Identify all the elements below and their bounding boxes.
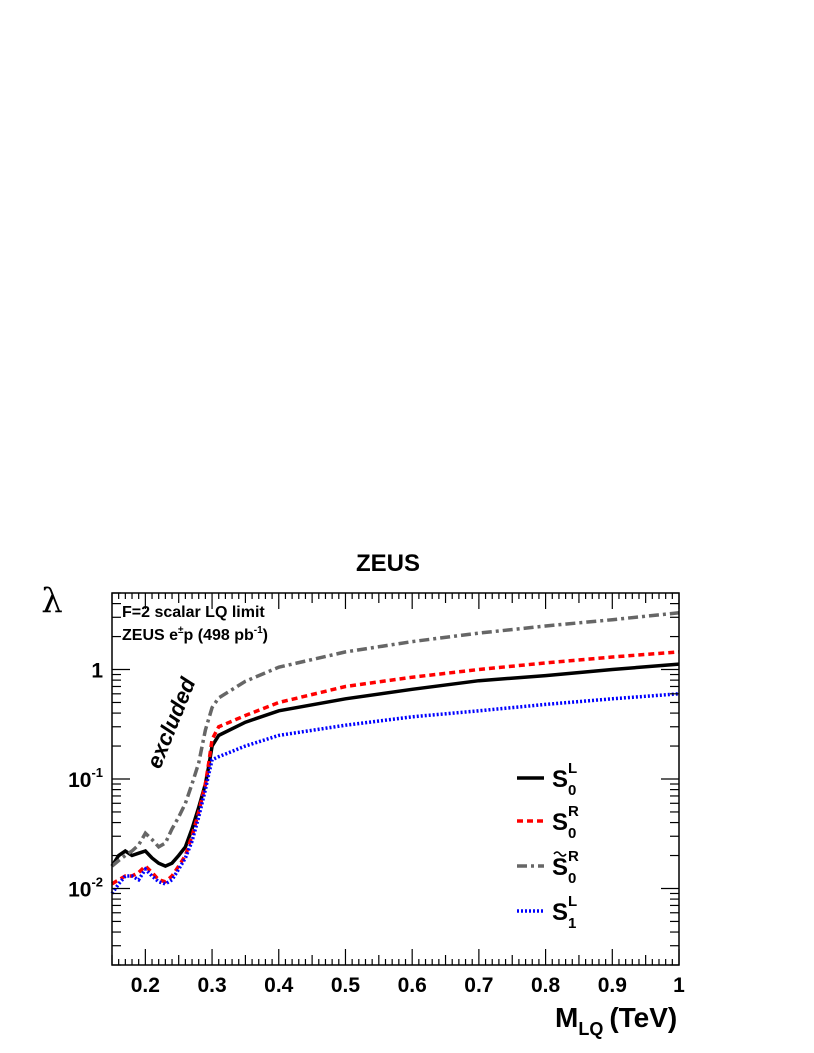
legend-label: S — [552, 766, 568, 793]
x-axis-ticks: 0.2 0.3 0.4 0.5 0.6 0.7 0.8 0.9 1 — [111, 593, 685, 997]
legend-label: S — [552, 809, 568, 836]
annotation-limit-type: F=2 scalar LQ limit — [122, 604, 265, 621]
series-line-1 — [110, 662, 680, 869]
series-line-2 — [111, 650, 680, 886]
legend-label-superscript: R — [568, 848, 579, 865]
tilde-mark — [553, 851, 567, 857]
legend-label-superscript: L — [568, 760, 577, 777]
x-tick-label: 0.8 — [531, 974, 561, 997]
x-axis-label: MLQ (TeV) — [555, 1002, 677, 1039]
y-tick-label: 1 — [91, 660, 103, 683]
annotation-dataset: ZEUS e±p (498 pb-1) — [122, 625, 268, 644]
legend-label-superscript: L — [568, 893, 577, 910]
series-line-3 — [110, 611, 680, 868]
x-tick-label: 0.9 — [598, 974, 627, 997]
x-tick-label: 0.4 — [264, 974, 294, 997]
excluded-region-label: excluded — [141, 674, 200, 772]
plot-frame — [111, 592, 680, 966]
legend-label-subscript: 1 — [568, 915, 576, 932]
legend-label-subscript: 0 — [568, 870, 576, 887]
legend-label-subscript: 0 — [568, 782, 576, 799]
y-tick-label: 10-2 — [68, 874, 103, 901]
x-tick-label: 0.2 — [131, 974, 160, 997]
legend-label: S — [552, 854, 568, 881]
series-curves — [110, 611, 680, 895]
legend-label-subscript: 0 — [568, 825, 576, 842]
x-tick-label: 0.5 — [331, 974, 361, 997]
y-axis-ticks: 10-2 10-1 1 — [68, 592, 679, 966]
y-tick-label: 10-1 — [68, 765, 103, 792]
x-tick-label: 0.6 — [398, 974, 427, 997]
x-tick-label: 0.7 — [464, 974, 493, 997]
chart-title: ZEUS — [356, 550, 420, 577]
x-tick-label: 0.3 — [197, 974, 226, 997]
legend: S 0LS 0RS 0RS 1L — [517, 760, 579, 932]
y-axis-label: λ — [41, 581, 63, 621]
series-line-4 — [110, 692, 680, 895]
x-tick-label: 1 — [673, 974, 685, 997]
legend-label-superscript: R — [568, 803, 579, 820]
legend-label: S — [552, 899, 568, 926]
